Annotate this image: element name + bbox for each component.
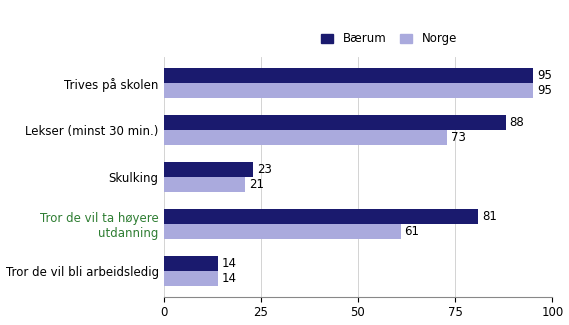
Text: 88: 88 (510, 116, 524, 129)
Bar (163, 130, 447, 145)
Bar (163, 177, 245, 192)
Bar (163, 224, 401, 239)
Text: 21: 21 (249, 178, 264, 191)
Text: 81: 81 (483, 210, 497, 223)
Text: 95: 95 (537, 69, 551, 82)
Bar (163, 209, 479, 224)
Text: 14: 14 (222, 257, 237, 270)
Bar (163, 83, 533, 98)
Text: 14: 14 (222, 272, 237, 285)
Text: 95: 95 (537, 84, 551, 97)
Text: 73: 73 (451, 131, 466, 144)
Bar (163, 256, 218, 271)
Bar (163, 68, 533, 83)
Bar (163, 271, 218, 286)
Bar (163, 162, 253, 177)
Text: 61: 61 (405, 225, 419, 238)
Legend: Bærum, Norge: Bærum, Norge (319, 30, 459, 47)
Bar (163, 115, 506, 130)
Text: 23: 23 (257, 163, 272, 176)
